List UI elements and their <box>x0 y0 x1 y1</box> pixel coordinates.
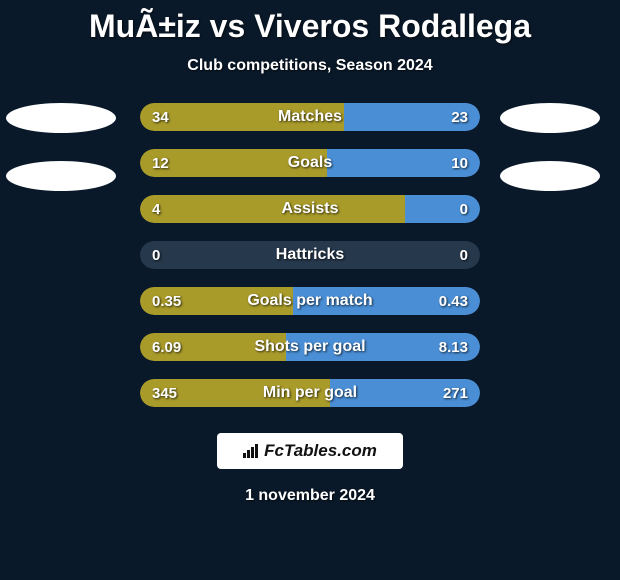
value-left: 12 <box>152 155 169 172</box>
bar-right <box>405 195 480 223</box>
value-left: 6.09 <box>152 339 181 356</box>
stat-bar: 0 0 Hattricks <box>140 241 480 269</box>
value-left: 0.35 <box>152 293 181 310</box>
stat-label: Goals per match <box>247 292 372 310</box>
stat-label: Matches <box>278 108 342 126</box>
branding: FcTables.com <box>217 433 403 469</box>
avatar <box>6 161 116 191</box>
stat-label: Shots per goal <box>254 338 365 356</box>
player-left-avatars <box>6 103 116 191</box>
stat-label: Hattricks <box>276 246 344 264</box>
stat-bar: 34 23 Matches <box>140 103 480 131</box>
value-right: 0.43 <box>439 293 468 310</box>
value-right: 0 <box>460 201 468 218</box>
avatar <box>500 103 600 133</box>
value-left: 345 <box>152 385 177 402</box>
stat-label: Min per goal <box>263 384 357 402</box>
value-left: 34 <box>152 109 169 126</box>
page-subtitle: Club competitions, Season 2024 <box>187 57 432 75</box>
stat-bar: 6.09 8.13 Shots per goal <box>140 333 480 361</box>
stat-row: 12 10 Goals <box>140 149 480 177</box>
avatar <box>500 161 600 191</box>
date-label: 1 november 2024 <box>245 487 375 505</box>
value-right: 0 <box>460 247 468 264</box>
chart-icon <box>243 444 258 458</box>
stat-row: 0.35 0.43 Goals per match <box>140 287 480 315</box>
value-right: 8.13 <box>439 339 468 356</box>
value-right: 271 <box>443 385 468 402</box>
stat-row: 4 0 Assists <box>140 195 480 223</box>
stat-row: 6.09 8.13 Shots per goal <box>140 333 480 361</box>
player-right-avatars <box>500 103 600 191</box>
comparison-block: 34 23 Matches 12 10 Goals 4 0 Assists 0 0 Hattricks… <box>0 103 620 407</box>
root: MuÃ±iz vs Viveros Rodallega Club competi… <box>0 0 620 580</box>
page-title: MuÃ±iz vs Viveros Rodallega <box>89 8 531 45</box>
stat-row: 0 0 Hattricks <box>140 241 480 269</box>
stat-row: 345 271 Min per goal <box>140 379 480 407</box>
stat-bar: 0.35 0.43 Goals per match <box>140 287 480 315</box>
avatar <box>6 103 116 133</box>
stat-bar: 12 10 Goals <box>140 149 480 177</box>
stat-bar: 4 0 Assists <box>140 195 480 223</box>
stat-label: Goals <box>288 154 332 172</box>
value-right: 10 <box>451 155 468 172</box>
value-left: 0 <box>152 247 160 264</box>
stat-row: 34 23 Matches <box>140 103 480 131</box>
stat-label: Assists <box>282 200 339 218</box>
branding-text: FcTables.com <box>264 441 377 461</box>
stat-bar: 345 271 Min per goal <box>140 379 480 407</box>
bar-left <box>140 195 405 223</box>
value-right: 23 <box>451 109 468 126</box>
value-left: 4 <box>152 201 160 218</box>
